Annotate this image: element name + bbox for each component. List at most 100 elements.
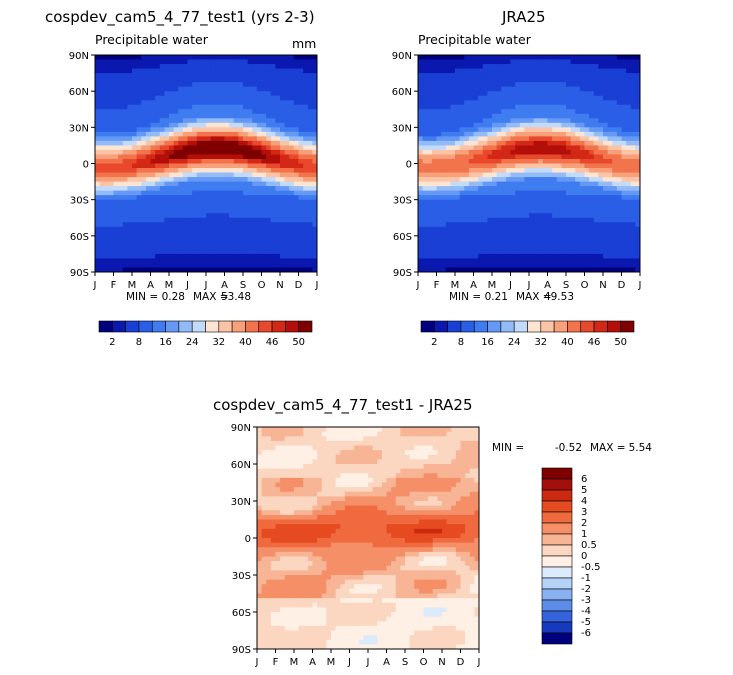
field-cell <box>515 73 521 78</box>
field-cell <box>579 82 585 88</box>
field-cell <box>450 55 456 60</box>
field-cell <box>293 100 299 106</box>
field-cell <box>229 258 235 264</box>
field-cell <box>224 240 230 246</box>
field-cell <box>303 68 309 74</box>
field-cell <box>275 231 281 237</box>
field-cell <box>122 158 128 164</box>
field-cell <box>270 468 276 474</box>
field-cell <box>492 109 498 115</box>
field-cell <box>178 86 184 92</box>
field-cell <box>261 68 267 74</box>
field-cell <box>533 136 539 142</box>
field-cell <box>256 68 262 74</box>
field-cell <box>201 208 207 214</box>
field-cell <box>201 163 207 169</box>
field-cell <box>164 195 170 201</box>
field-cell <box>132 158 138 164</box>
field-cell <box>436 127 442 133</box>
field-cell <box>515 262 521 268</box>
field-cell <box>552 208 558 214</box>
field-cell <box>621 118 627 124</box>
field-cell <box>293 104 299 110</box>
field-cell <box>455 86 461 92</box>
field-cell <box>108 118 114 124</box>
field-cell <box>505 217 511 223</box>
field-cell <box>459 73 465 78</box>
field-cell <box>113 136 119 142</box>
field-cell <box>132 145 138 151</box>
field-cell <box>127 127 133 133</box>
field-cell <box>118 244 124 250</box>
field-cell <box>127 231 133 237</box>
field-cell <box>136 253 142 259</box>
field-cell <box>275 109 281 115</box>
field-cell <box>436 145 442 151</box>
y-tick-label: 60S <box>70 232 89 243</box>
field-cell <box>159 149 165 155</box>
field-cell <box>289 64 295 69</box>
field-cell <box>238 195 244 201</box>
field-cell <box>630 168 636 173</box>
field-cell <box>224 154 230 160</box>
field-cell <box>482 55 488 60</box>
field-cell <box>603 204 609 210</box>
field-cell <box>593 213 599 219</box>
field-cell <box>478 100 484 106</box>
field-cell <box>104 82 110 88</box>
field-cell <box>473 186 479 192</box>
field-cell <box>603 217 609 223</box>
field-cell <box>584 235 590 241</box>
field-cell <box>261 551 267 557</box>
field-cell <box>187 267 193 272</box>
field-cell <box>519 95 525 101</box>
field-cell <box>501 217 507 223</box>
field-cell <box>505 199 511 205</box>
field-cell <box>206 181 212 187</box>
field-cell <box>496 158 502 164</box>
field-cell <box>566 149 572 155</box>
field-cell <box>473 131 479 137</box>
field-cell <box>427 91 433 97</box>
field-cell <box>630 140 636 146</box>
field-cell <box>261 86 267 92</box>
field-cell <box>422 217 428 223</box>
field-cell <box>450 158 456 164</box>
field-cell <box>192 59 198 65</box>
field-cell <box>150 249 156 255</box>
field-cell <box>266 612 272 618</box>
field-cell <box>141 258 147 264</box>
field-cell <box>547 208 553 214</box>
field-cell <box>280 172 286 178</box>
field-cell <box>257 607 263 613</box>
field-cell <box>187 145 193 151</box>
field-cell <box>284 262 290 268</box>
field-cell <box>132 253 138 259</box>
field-cell <box>118 168 124 173</box>
field-cell <box>561 258 567 264</box>
field-cell <box>566 240 572 246</box>
field-cell <box>99 131 105 137</box>
field-cell <box>626 195 632 201</box>
field-cell <box>206 118 212 124</box>
field-cell <box>164 213 170 219</box>
field-cell <box>224 91 230 97</box>
field-cell <box>616 118 622 124</box>
field-cell <box>487 226 493 232</box>
field-cell <box>459 95 465 101</box>
field-cell <box>293 64 299 69</box>
field-cell <box>164 226 170 232</box>
field-cell <box>113 145 119 151</box>
field-cell <box>607 208 613 214</box>
field-cell <box>603 195 609 201</box>
field-cell <box>257 593 263 599</box>
field-cell <box>298 217 304 223</box>
field-cell <box>275 186 281 192</box>
field-cell <box>496 55 502 60</box>
field-cell <box>155 186 161 192</box>
field-cell <box>187 136 193 142</box>
field-cell <box>187 118 193 124</box>
field-cell <box>256 122 262 128</box>
field-cell <box>298 204 304 210</box>
field-cell <box>496 249 502 255</box>
